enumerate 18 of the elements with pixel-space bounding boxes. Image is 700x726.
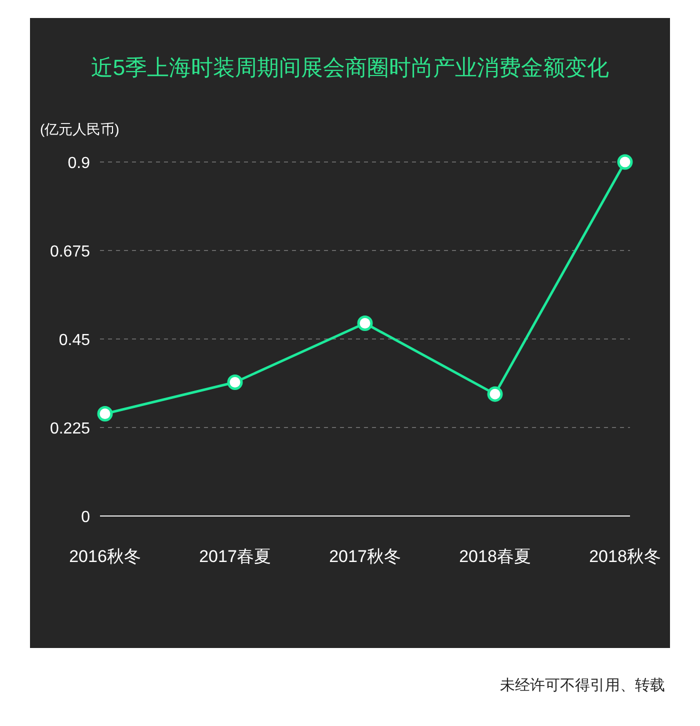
x-tick-label: 2017春夏 xyxy=(199,547,271,566)
y-tick-label: 0.225 xyxy=(50,420,90,438)
point xyxy=(487,386,503,402)
y-tick-label: 0.45 xyxy=(58,332,90,349)
y-axis-title: (亿元人民币) xyxy=(40,121,120,137)
x-tick-label: 2018春夏 xyxy=(459,547,531,566)
point xyxy=(97,406,113,422)
point xyxy=(227,374,243,390)
x-tick-label: 2017秋冬 xyxy=(329,547,401,566)
x-tick-label: 2016秋冬 xyxy=(69,547,141,566)
x-tick-label: 2018秋冬 xyxy=(589,547,661,566)
y-tick-label: 0 xyxy=(81,509,90,526)
text: 未经许可不得引用、转载 xyxy=(500,677,665,694)
point xyxy=(357,316,373,332)
y-tick-label: 0.9 xyxy=(68,155,90,172)
point xyxy=(617,154,633,170)
chart-title: 近5季上海时装周期间展会商圈时尚产业消费金额变化 xyxy=(90,55,610,80)
y-tick-label: 0.675 xyxy=(50,244,90,260)
